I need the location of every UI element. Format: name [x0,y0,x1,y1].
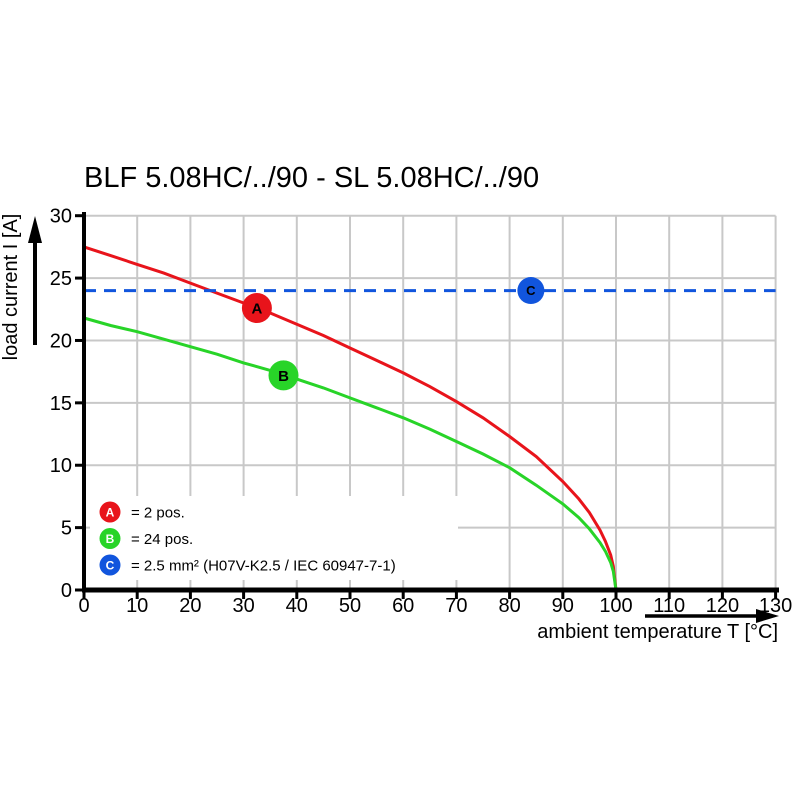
x-tick-0: 0 [78,595,89,617]
curve-markers: A B C [241,277,545,391]
chart-title: BLF 5.08HC/../90 - SL 5.08HC/../90 [84,162,539,194]
legend: A = 2 pos. B = 24 pos. C = 2.5 mm² (H07V… [99,501,396,576]
x-tick-130: 130 [759,595,792,617]
tick-labels: 0 10 20 30 40 50 60 70 80 90 100 110 120 130 0 5 10 15 20 2… [50,206,793,617]
series-a-badge-letter: A [106,506,115,520]
curves [83,245,776,591]
x-tick-50: 50 [339,595,361,617]
legend-label-a: = 2 pos. [131,505,185,522]
marker-letter-C: C [526,283,536,298]
series-b-badge-icon [99,528,121,549]
marker-letter-A: A [251,301,262,318]
legend-item-b: B = 24 pos. [99,528,193,549]
x-tick-70: 70 [445,595,467,617]
legend-label-c: = 2.5 mm² (H07V-K2.5 / IEC 60947-7-1) [131,558,396,575]
axes [75,212,779,599]
x-tick-110: 110 [653,595,685,617]
y-axis-label: load current I [A] [0,214,22,361]
x-tick-20: 20 [179,595,201,617]
x-tick-10: 10 [126,595,148,617]
x-tick-30: 30 [232,595,254,617]
curve-B [83,316,618,591]
legend-item-a: A = 2 pos. [99,501,185,523]
y-tick-25: 25 [50,268,72,290]
marker-C: C [517,277,545,305]
x-tick-40: 40 [286,595,308,617]
legend-label-b: = 24 pos. [131,531,193,548]
y-tick-10: 10 [50,455,72,477]
x-axis-label: ambient temperature T [°C] [537,621,778,643]
series-a-badge-icon [99,501,121,523]
series-c-badge-icon [99,554,121,576]
series-b-badge-letter: B [106,532,115,546]
y-tick-0: 0 [61,580,72,602]
y-axis-arrow-icon [28,216,42,345]
x-tick-80: 80 [498,595,520,617]
y-tick-15: 15 [50,393,72,415]
legend-backdrop [90,496,458,580]
marker-A: A [241,293,272,324]
y-tick-30: 30 [50,206,72,228]
x-axis-arrow-icon [645,609,779,623]
x-tick-100: 100 [599,595,632,617]
y-tick-5: 5 [61,518,72,540]
x-tick-90: 90 [552,595,574,617]
y-tick-20: 20 [50,330,72,352]
legend-item-c: C = 2.5 mm² (H07V-K2.5 / IEC 60947-7-1) [99,554,396,576]
marker-B: B [268,360,299,391]
curve-A [83,245,618,591]
x-tick-120: 120 [706,595,739,617]
x-tick-60: 60 [392,595,414,617]
gridlines [83,214,777,591]
series-c-badge-letter: C [106,559,115,573]
marker-letter-B: B [278,368,289,385]
